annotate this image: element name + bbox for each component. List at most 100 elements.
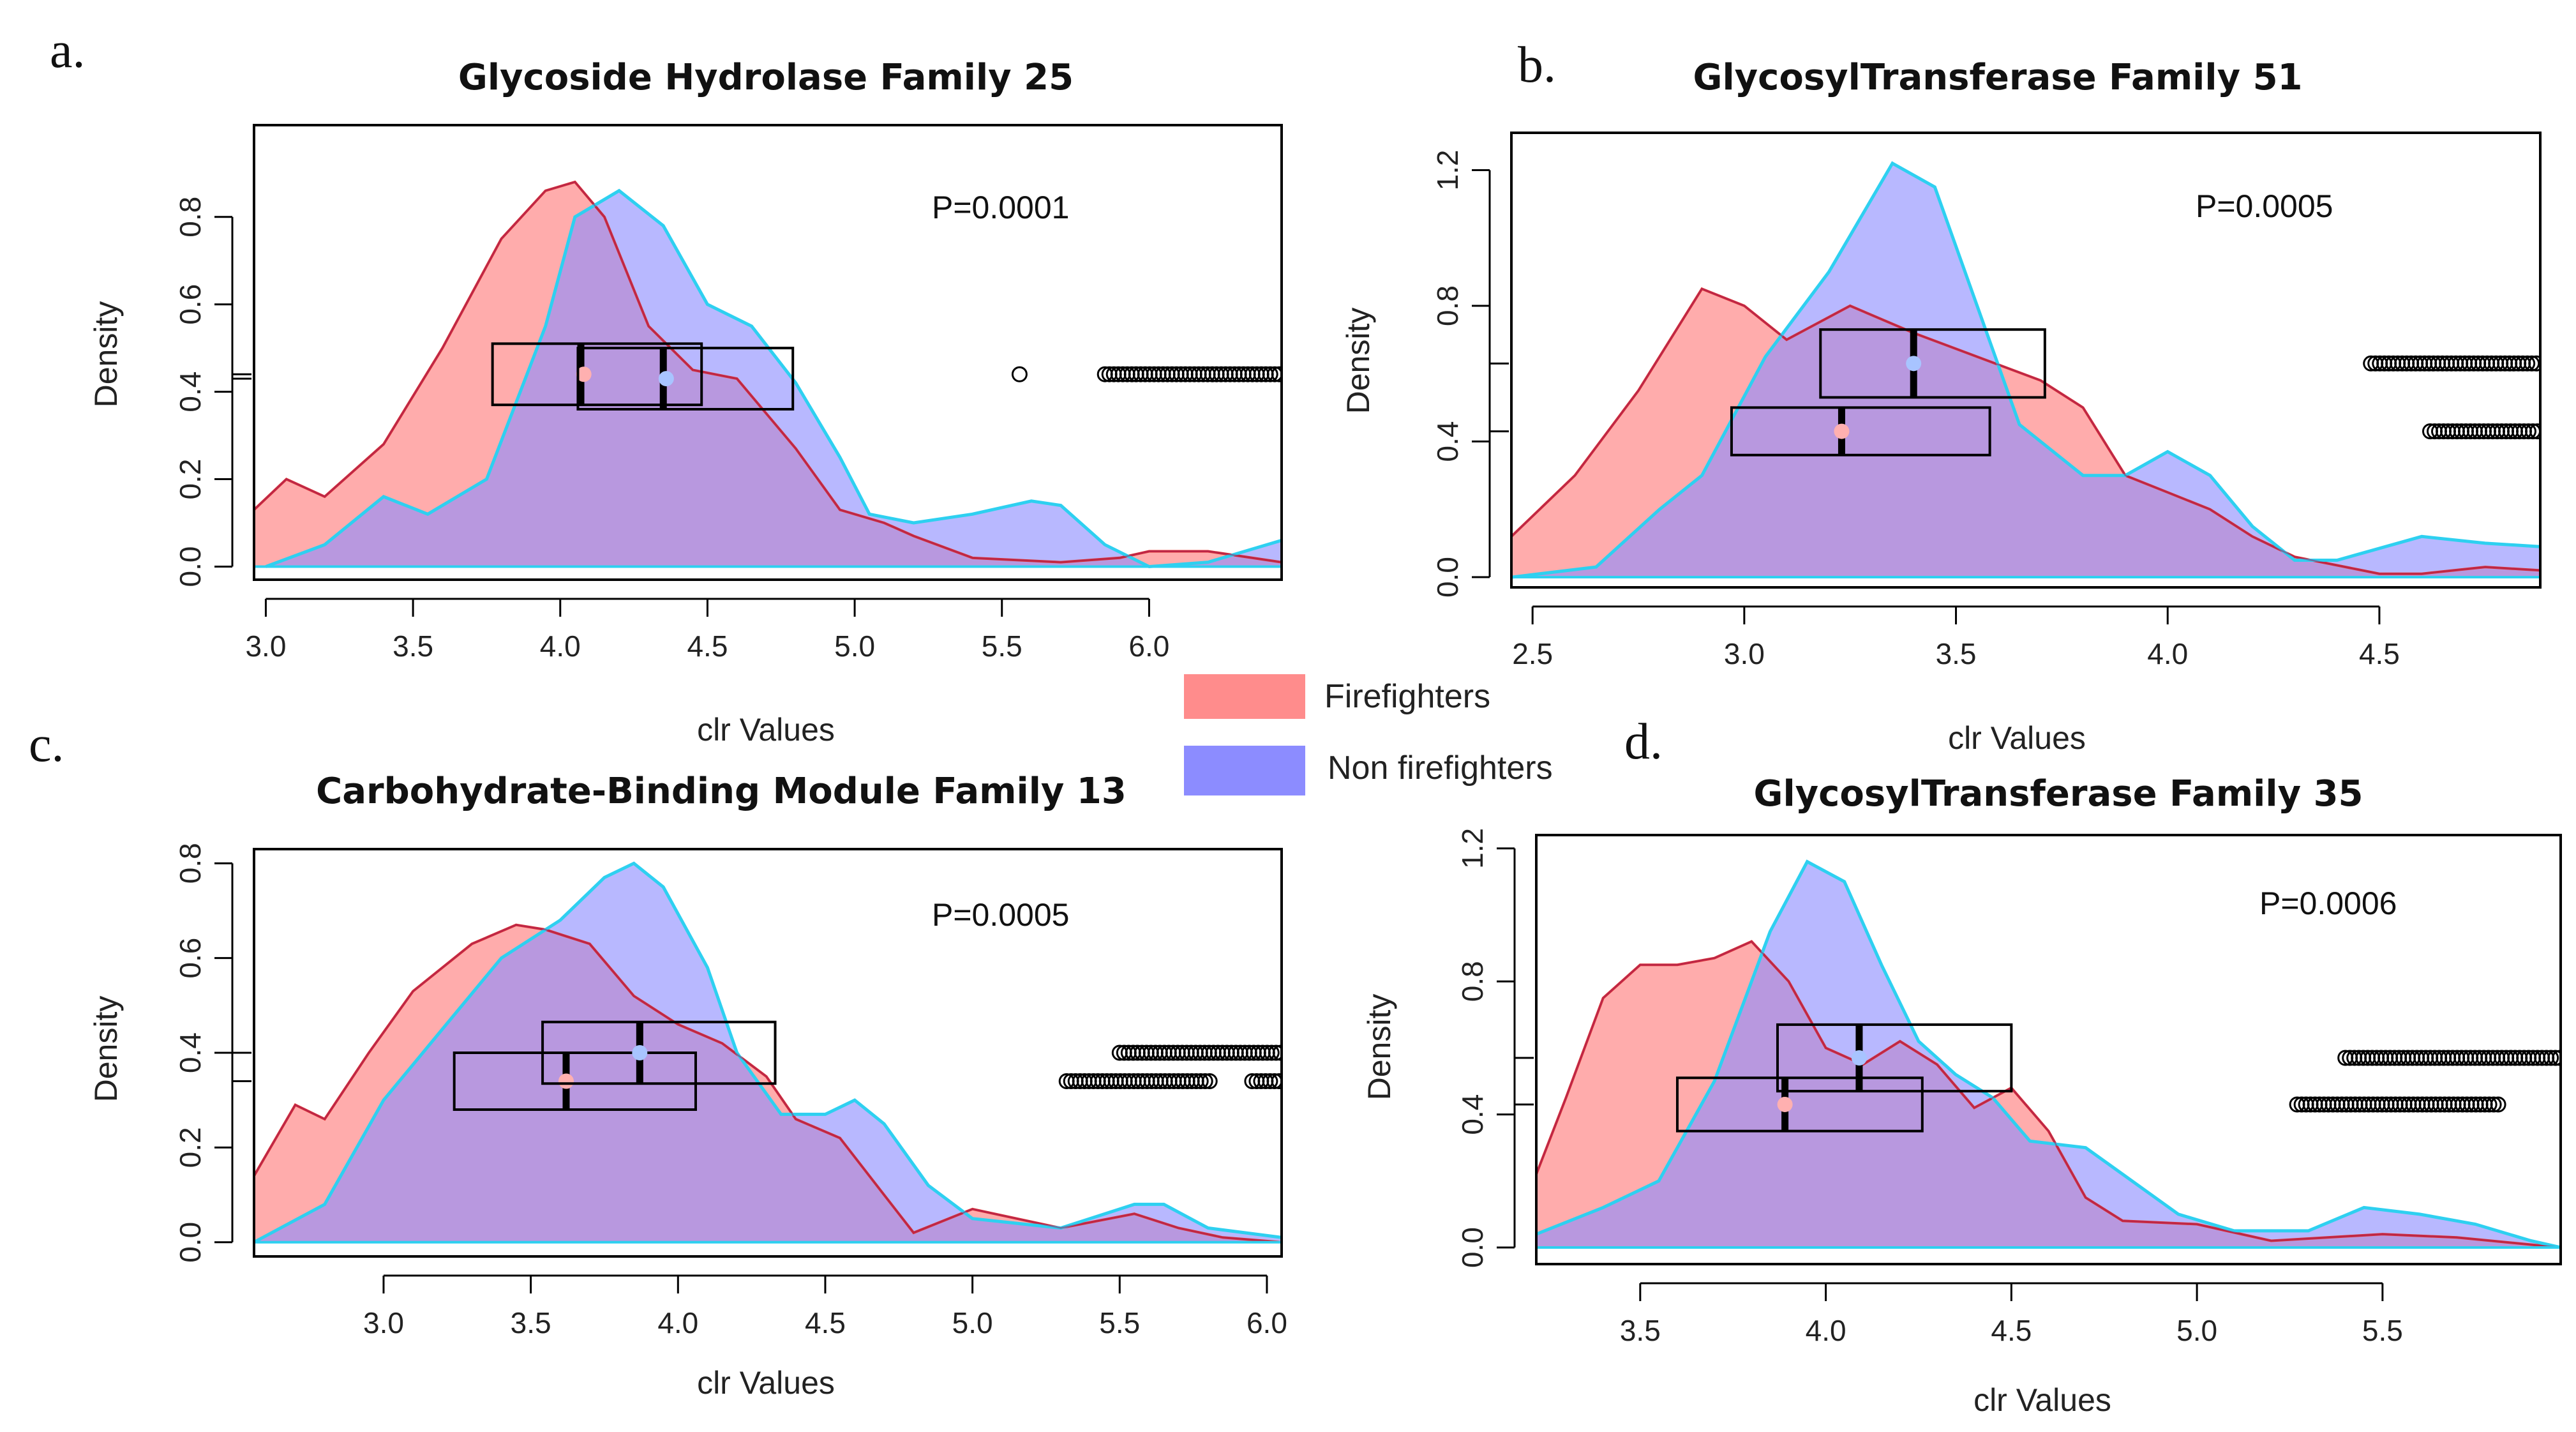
panel-c-outlier-run-0-point-34	[1263, 1044, 1280, 1061]
panel-c-outlier-run-2-point-4	[1262, 1073, 1278, 1089]
panel-b-plot: 2.5 3.0 3.5 4.0 4.5 0.0 0.4 0.8 1.2	[1431, 132, 2542, 670]
panel-c-non-firefighters-mean-dot	[632, 1045, 648, 1060]
panel-b-y-tick-label-3: 1.2	[1431, 149, 1464, 190]
panel-b-p-value: P=0.0005	[2196, 188, 2333, 224]
panel-d-outlier-run-0-point-46	[2543, 1050, 2559, 1066]
panel-b-outlier-run-0-point-35	[2519, 355, 2536, 372]
panel-d-outlier-run-1-point-43	[2481, 1096, 2497, 1113]
panel-d-xlabel: clr Values	[1973, 1382, 2111, 1418]
panel-c-title: Carbohydrate-Binding Module Family 13	[316, 771, 1127, 812]
panel-d-outlier-runs	[2289, 1050, 2561, 1113]
legend-label-firefighters: Firefighters	[1324, 678, 1490, 715]
panel-d-title: GlycosylTransferase Family 35	[1753, 773, 2363, 815]
panel-d-y-tick-label-3: 1.2	[1456, 828, 1489, 869]
panel-a-frame	[253, 124, 1283, 581]
panel-b-non-firefighters-density-line	[1511, 161, 2540, 579]
panel-a-y-tick-label-0: 0.0	[174, 546, 207, 587]
panel-d-outlier-run-0-point-47	[2547, 1050, 2561, 1066]
panel-a-ylabel: Density	[88, 301, 124, 408]
legend-label-non-firefighters: Non firefighters	[1328, 750, 1553, 787]
panel-a-outlier-runs	[1097, 366, 1282, 382]
panel-d-frame	[1535, 834, 2562, 1265]
panel-d: d. GlycosylTransferase Family 35 3.5 4.0 4…	[1361, 714, 2562, 1418]
panel-c-non-firefighters-box	[541, 1020, 777, 1085]
panel-c-outlier-runs	[1058, 1044, 1282, 1089]
panel-d-x-tick-label-0: 3.5	[1620, 1314, 1661, 1347]
panel-d-non-firefighters-mean-dot	[1851, 1050, 1867, 1066]
panel-b-plot-area	[1511, 161, 2540, 579]
panel-c-x-tick-label-4: 5.0	[952, 1306, 993, 1339]
panel-b-outlier-runs	[2363, 355, 2540, 440]
panel-c-x-tick-label-6: 6.0	[1247, 1306, 1287, 1339]
panel-b-non-firefighters-mean-dot	[1906, 356, 1922, 372]
panel-d-y-tick-label-0: 0.0	[1456, 1227, 1489, 1268]
panel-a-outlier-run-0-point-37	[1262, 366, 1278, 382]
panel-c-x-tick-label-2: 4.0	[657, 1306, 698, 1339]
panel-b-ylabel: Density	[1340, 308, 1376, 414]
panel-c-outlier-run-1-point-31	[1197, 1073, 1213, 1089]
panel-a-y-tick-label-4: 0.8	[174, 197, 207, 237]
legend-swatch-firefighters	[1184, 674, 1305, 719]
panel-d-non-firefighters-density-line	[1536, 859, 2561, 1249]
panel-c-outlier-run-2-point-6	[1271, 1073, 1282, 1089]
panel-d-plot-area	[1536, 859, 2561, 1249]
panel-d-outlier-run-1-point-45	[2490, 1096, 2506, 1113]
panel-a-non-firefighters-density-line	[265, 188, 1282, 569]
panel-c-y-tick-label-2: 0.4	[174, 1032, 207, 1073]
panel-c-y-tick-label-0: 0.0	[174, 1222, 207, 1263]
panel-a-x-tick-label-5: 5.5	[982, 629, 1022, 663]
panel-b-outlier-run-0-point-36	[2524, 355, 2540, 372]
panel-d-x-tick-label-2: 4.5	[1991, 1314, 2032, 1347]
panel-a-non-firefighters-box	[576, 347, 795, 411]
panel-b-non-firefighters-box	[1819, 328, 2046, 399]
panel-a-p-value: P=0.0001	[932, 190, 1069, 225]
panel-d-label: d.	[1624, 714, 1663, 770]
panel-c-frame	[253, 848, 1283, 1258]
panel-c-outlier-run-1-point-32	[1201, 1073, 1218, 1089]
panel-a-y-tick-label-3: 0.6	[174, 284, 207, 325]
panel-b-firefighters-box	[1730, 406, 1991, 456]
panel-c-xlabel: clr Values	[697, 1365, 835, 1401]
panel-b-overlap-line	[1511, 287, 2540, 575]
panel-d-firefighters-box	[1675, 1076, 1924, 1133]
panel-a-x-tick-label-3: 4.5	[687, 629, 728, 663]
panel-b-y-tick-label-2: 0.8	[1431, 285, 1464, 326]
panel-b-firefighters-mean-dot	[1834, 423, 1850, 439]
panel-d-y-tick-label-1: 0.4	[1456, 1094, 1489, 1135]
panel-b-label: b.	[1518, 37, 1556, 93]
panel-b-x-tick-label-3: 4.0	[2147, 637, 2188, 670]
legend: Firefighters Non firefighters	[1184, 674, 1553, 795]
panel-a-x-tick-label-6: 6.0	[1128, 629, 1169, 663]
panel-d-overlap-line	[1536, 940, 2561, 1249]
panel-b-outlier-run-0-point-37	[2528, 355, 2540, 372]
legend-swatch-non-firefighters	[1184, 746, 1305, 795]
panel-c-x-tick-label-0: 3.0	[363, 1306, 404, 1339]
panel-a-y-tick-label-2: 0.4	[174, 372, 207, 412]
panel-c-label: c.	[29, 716, 64, 773]
panel-d-firefighters-mean-dot	[1777, 1096, 1793, 1112]
panel-d-outlier-run-1-point-44	[2485, 1096, 2502, 1113]
panel-d-x-tick-label-3: 5.0	[2176, 1314, 2217, 1347]
panel-c-non-firefighters-density-area	[254, 863, 1282, 1242]
panel-b-x-tick-label-1: 3.0	[1724, 637, 1765, 670]
panel-a-x-tick-label-1: 3.5	[393, 629, 433, 663]
panel-b-outlier-run-1-point-22	[2520, 423, 2536, 440]
panel-a-x-tick-label-0: 3.0	[245, 629, 286, 663]
panel-b-y-tick-label-0: 0.0	[1431, 557, 1464, 598]
panel-a-label: a.	[50, 22, 86, 79]
panel-c-firefighters-box	[453, 1051, 697, 1112]
panel-d-x-tick-label-1: 4.0	[1806, 1314, 1846, 1347]
panel-a-firefighters-box	[491, 342, 703, 407]
panel-c-x-tick-label-1: 3.5	[511, 1306, 551, 1339]
panel-c-p-value: P=0.0005	[932, 897, 1069, 933]
panel-b-x-tick-label-2: 3.5	[1936, 637, 1977, 670]
panel-c-outlier-run-0-point-35	[1268, 1044, 1282, 1061]
panel-c-firefighters-mean-dot	[558, 1073, 574, 1089]
panel-a-outlier-run-0-point-39	[1271, 366, 1282, 382]
panel-d-non-firefighters-density-area	[1536, 861, 2561, 1247]
panel-b: b. GlycosylTransferase Family 51 2.5 3.0 3…	[1340, 37, 2542, 756]
panel-a-xlabel: clr Values	[697, 712, 835, 748]
panel-b-x-tick-label-4: 4.5	[2359, 637, 2400, 670]
panel-b-frame	[1510, 132, 2542, 589]
